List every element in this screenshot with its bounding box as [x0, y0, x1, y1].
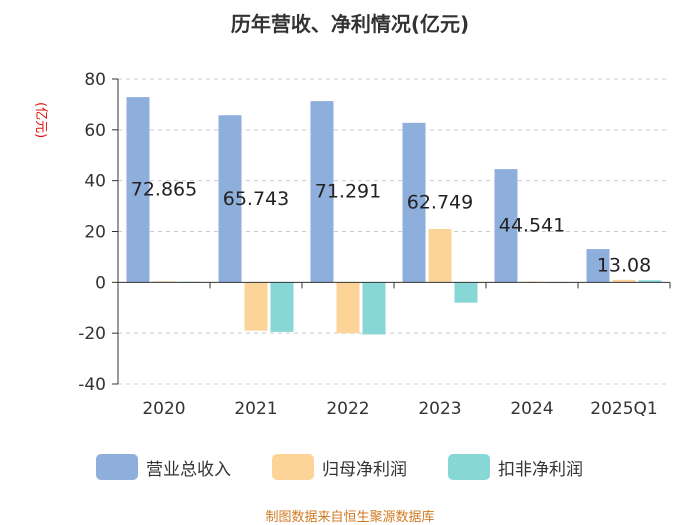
- bar-chart: -40 -20 0 20 40 60 80 2020 2021 2022 2023 2024 2025Q…: [78, 70, 671, 419]
- bar: [218, 115, 242, 283]
- bar: [336, 282, 360, 334]
- grid-lines: [118, 78, 670, 385]
- legend: 营业总收入 归母净利润 扣非净利润: [0, 452, 700, 482]
- y-tick-label: -20: [78, 324, 106, 344]
- data-labels: 72.865 65.743 71.291 62.749 44.541 13.08: [131, 179, 651, 277]
- bar: [362, 282, 386, 335]
- data-label: 13.08: [597, 255, 651, 277]
- bar: [454, 282, 478, 303]
- bar: [612, 279, 636, 283]
- data-label: 71.291: [315, 181, 381, 203]
- y-tick-label: 80: [84, 70, 106, 90]
- legend-item-net-profit[interactable]: 归母净利润: [272, 452, 407, 482]
- data-label: 62.749: [407, 192, 473, 214]
- chart-title: 历年营收、净利情况(亿元): [230, 12, 470, 36]
- legend-swatch-deducted-profit: [448, 454, 490, 480]
- x-tick-label: 2024: [510, 399, 553, 419]
- bar: [270, 282, 294, 332]
- x-tick-label: 2020: [142, 399, 185, 419]
- data-label: 65.743: [223, 188, 289, 210]
- legend-label-deducted-profit: 扣非净利润: [498, 459, 583, 480]
- y-tick-label: 20: [84, 223, 106, 243]
- bar: [126, 97, 150, 283]
- bar: [494, 169, 518, 283]
- y-tick-label: -40: [78, 375, 106, 395]
- bar: [310, 101, 334, 283]
- data-label: 44.541: [499, 215, 565, 237]
- y-tick-label: 40: [84, 172, 106, 192]
- legend-label-net-profit: 归母净利润: [322, 459, 407, 480]
- legend-swatch-net-profit: [272, 454, 314, 480]
- legend-swatch-revenue: [96, 454, 138, 480]
- bar: [152, 281, 176, 283]
- bar: [244, 282, 268, 331]
- axes: -40 -20 0 20 40 60 80 2020 2021 2022 2023 2024 2025Q…: [78, 70, 671, 419]
- source-note: 制图数据来自恒生聚源数据库: [265, 510, 435, 525]
- bar: [428, 228, 452, 283]
- bar: [638, 280, 662, 283]
- bar: [586, 249, 610, 283]
- x-tick-label: 2022: [326, 399, 369, 419]
- y-tick-label: 60: [84, 121, 106, 141]
- legend-item-deducted-profit[interactable]: 扣非净利润: [448, 452, 583, 482]
- x-tick-label: 2021: [234, 399, 277, 419]
- legend-item-revenue[interactable]: 营业总收入: [96, 452, 231, 482]
- bars: [126, 97, 662, 335]
- legend-label-revenue: 营业总收入: [146, 459, 231, 480]
- y-tick-label: 0: [95, 273, 106, 293]
- x-tick-label: 2025Q1: [590, 399, 657, 419]
- data-label: 72.865: [131, 179, 197, 201]
- x-tick-label: 2023: [418, 399, 461, 419]
- bar: [402, 122, 426, 283]
